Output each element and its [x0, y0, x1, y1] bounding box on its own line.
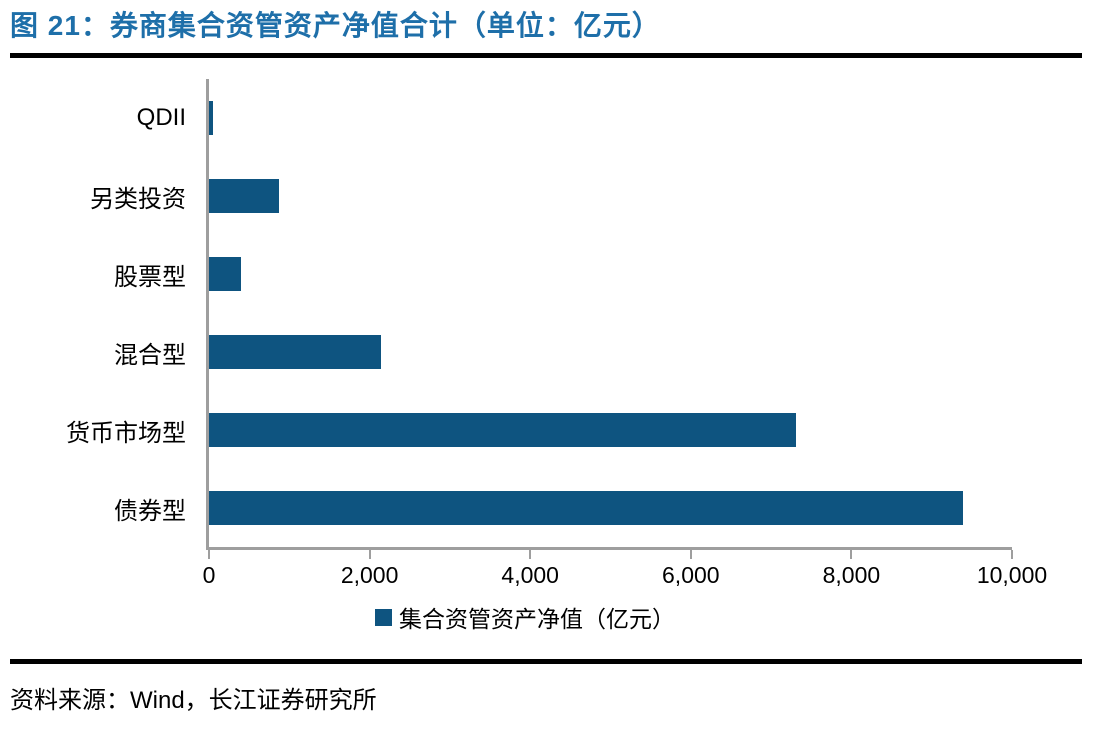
- bar-chart: QDII 另类投资股票型混合型货币市场型债券型 0 2,000 4,000 6,000 8…: [0, 79, 1094, 634]
- x-axis-tick-label: 10,000: [976, 562, 1048, 589]
- bar: [209, 413, 797, 448]
- x-axis-tick-label: 0: [202, 562, 216, 589]
- bar-track: [206, 235, 1009, 314]
- bar-track: [206, 79, 1009, 158]
- bar: [209, 257, 241, 292]
- chart-row: 股票型: [0, 235, 1094, 314]
- chart-row: 货币市场型: [0, 391, 1094, 470]
- x-axis-tick-labels: 0 2,000 4,000 6,000 8,000 10,000: [203, 562, 1048, 594]
- chart-row: 债券型: [0, 469, 1094, 548]
- category-label: 股票型: [114, 263, 186, 291]
- x-axis-tick-label: 8,000: [822, 562, 881, 589]
- chart-plot-area: QDII 另类投资股票型混合型货币市场型债券型: [0, 79, 1094, 548]
- category-label: 货币市场型: [66, 419, 186, 447]
- chart-row: QDII: [0, 79, 1094, 158]
- legend-label: 集合资管资产净值（亿元）: [399, 606, 675, 633]
- title-divider: [10, 53, 1082, 59]
- source-note: 资料来源：Wind，长江证券研究所: [10, 687, 377, 715]
- bar-track: [206, 313, 1009, 392]
- x-axis-tick: [368, 550, 371, 560]
- category-label: QDII: [136, 104, 186, 132]
- bar: [209, 101, 213, 136]
- bar: [209, 491, 963, 526]
- figure-header: 图 21：券商集合资管资产净值合计（单位：亿元）: [0, 0, 1094, 59]
- bar-track: [206, 157, 1009, 236]
- x-axis-ticks: [208, 550, 1013, 560]
- category-label: 债券型: [114, 497, 186, 525]
- x-axis-tick: [1011, 550, 1013, 560]
- bar: [209, 335, 381, 370]
- chart-legend: 集合资管资产净值（亿元）: [0, 600, 1094, 634]
- figure-title: 图 21：券商集合资管资产净值合计（单位：亿元）: [10, 10, 661, 41]
- x-axis-tick-label: 4,000: [501, 562, 559, 589]
- footer-divider: [10, 659, 1082, 665]
- category-label: 混合型: [114, 341, 186, 369]
- x-axis-tick-label: 6,000: [662, 562, 720, 589]
- x-axis-tick: [689, 550, 692, 560]
- x-axis-tick: [529, 550, 532, 560]
- category-label: 另类投资: [90, 185, 186, 213]
- bar: [209, 179, 280, 214]
- chart-row: 另类投资: [0, 157, 1094, 236]
- bar-track: [206, 391, 1009, 470]
- bar-track: [206, 469, 1009, 548]
- x-axis-line: [206, 547, 1012, 551]
- chart-row: 混合型: [0, 313, 1094, 392]
- x-axis-tick: [850, 550, 853, 560]
- legend-swatch-icon: [375, 608, 392, 626]
- x-axis-tick: [208, 550, 210, 560]
- x-axis-tick-label: 2,000: [340, 562, 399, 589]
